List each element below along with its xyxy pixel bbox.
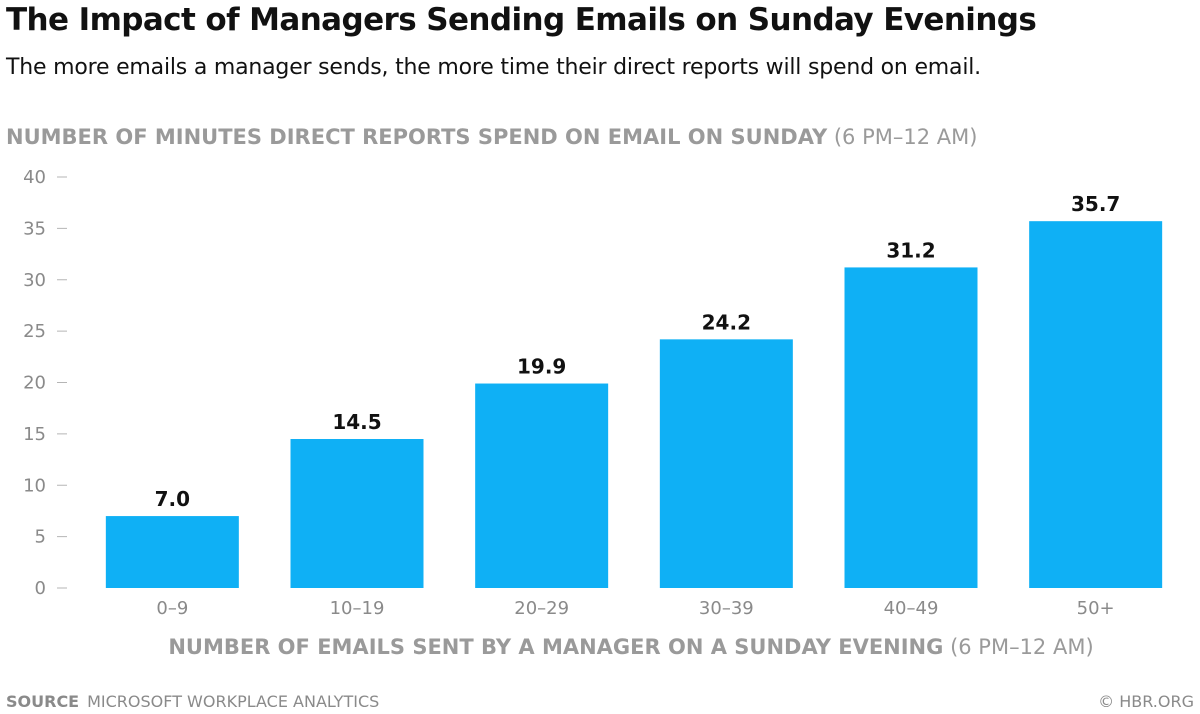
bar-value-label: 35.7 [1071,192,1120,216]
source-note: SOURCE MICROSOFT WORKPLACE ANALYTICS [6,692,379,711]
y-tick-label: 30 [23,270,46,291]
x-axis-label: NUMBER OF EMAILS SENT BY A MANAGER ON A … [0,635,1200,659]
bar [475,383,609,588]
bar-value-label: 7.0 [155,487,190,511]
source-key: SOURCE [6,692,80,711]
x-axis-ticks: 0–9 10–19 20–29 30–39 40–49 50+ [156,598,1114,619]
bar-value-label: 24.2 [702,310,751,334]
bar-value-label: 19.9 [517,355,566,379]
y-tick-label: 35 [23,218,46,239]
y-axis-label-paren: (6 PM–12 AM) [833,125,978,149]
bars [105,221,1163,588]
y-tick-label: 20 [23,373,46,394]
x-axis-label-main: NUMBER OF EMAILS SENT BY A MANAGER ON A … [168,635,944,659]
bar [659,339,793,588]
bar-value-label: 31.2 [886,238,935,262]
x-axis-label-paren: (6 PM–12 AM) [950,635,1094,659]
bar [290,439,424,588]
bar [844,267,978,588]
y-axis-ticks: 0 5 10 15 20 25 30 35 40 [23,167,67,599]
y-tick-label: 5 [35,527,46,548]
x-tick-label: 0–9 [156,598,188,619]
y-tick-label: 25 [23,321,46,342]
x-tick-label: 30–39 [699,598,754,619]
chart-title: The Impact of Managers Sending Emails on… [6,2,1037,38]
source-value: MICROSOFT WORKPLACE ANALYTICS [87,692,380,711]
x-tick-label: 50+ [1077,598,1115,619]
y-tick-label: 10 [23,475,46,496]
x-tick-label: 40–49 [884,598,939,619]
x-tick-label: 20–29 [514,598,569,619]
bar-value-label: 14.5 [332,410,381,434]
x-tick-label: 10–19 [330,598,385,619]
copyright-credit: © HBR.ORG [1098,692,1194,711]
y-tick-label: 40 [23,167,46,188]
value-labels: 7.0 14.5 19.9 24.2 31.2 35.7 [155,192,1121,511]
y-tick-label: 0 [35,578,46,599]
y-axis-label-main: NUMBER OF MINUTES DIRECT REPORTS SPEND O… [6,125,828,149]
y-axis-label: NUMBER OF MINUTES DIRECT REPORTS SPEND O… [6,125,977,149]
bar [105,516,239,588]
bar [1029,221,1163,588]
y-tick-label: 15 [23,424,46,445]
chart-subtitle: The more emails a manager sends, the mor… [6,55,981,80]
